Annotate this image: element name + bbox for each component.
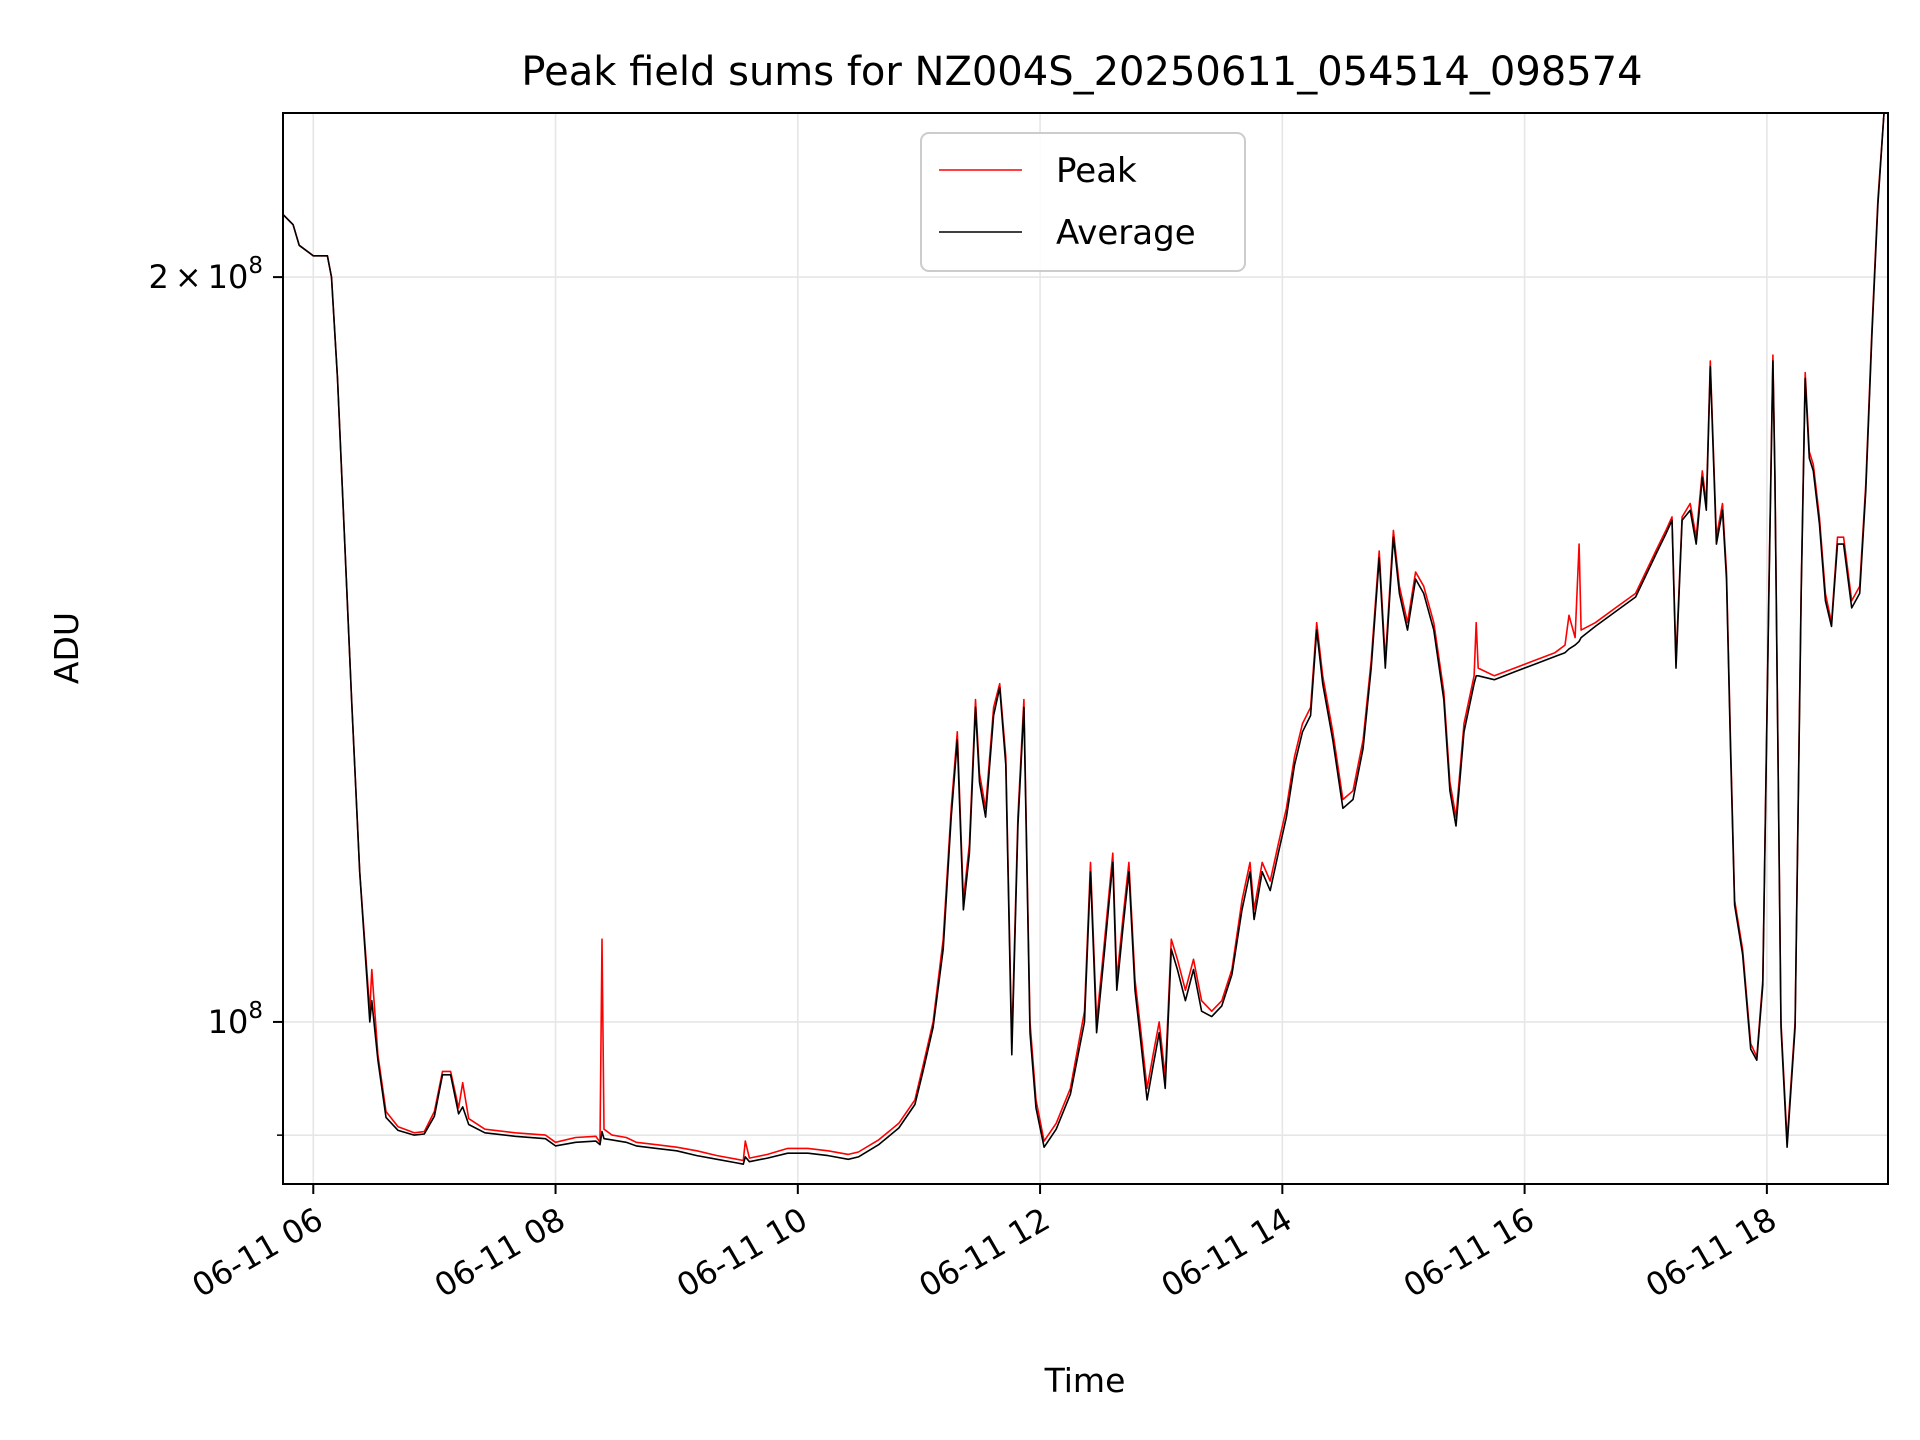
- y-tick-base: 10: [208, 1003, 249, 1041]
- series-line-average: [283, 113, 1888, 1165]
- y-tick-label: 2 × 108: [148, 253, 263, 296]
- y-tick-label: 108: [208, 998, 263, 1041]
- plot-background: [283, 113, 1888, 1184]
- series-lines: [283, 113, 1888, 1165]
- y-tick-exponent: 8: [248, 253, 263, 279]
- y-tick-base: 10: [208, 258, 249, 296]
- legend-label-average: Average: [1056, 213, 1196, 253]
- y-tick-exponent: 8: [248, 998, 263, 1024]
- legend-label-peak: Peak: [1056, 151, 1137, 191]
- plot-frame: [282, 112, 1889, 1185]
- x-axis-label: Time: [1044, 1361, 1126, 1400]
- legend: Peak Average: [920, 132, 1246, 272]
- plot-area: [282, 112, 1889, 1185]
- legend-box: [920, 132, 1246, 272]
- y-tick-mantissa: 2: [148, 258, 168, 296]
- series-line-peak: [283, 113, 1888, 1162]
- y-tick-times: ×: [175, 258, 202, 296]
- y-axis-label: ADU: [47, 612, 86, 684]
- grid-lines: [283, 113, 1888, 1184]
- chart-title: Peak field sums for NZ004S_20250611_0545…: [521, 49, 1642, 95]
